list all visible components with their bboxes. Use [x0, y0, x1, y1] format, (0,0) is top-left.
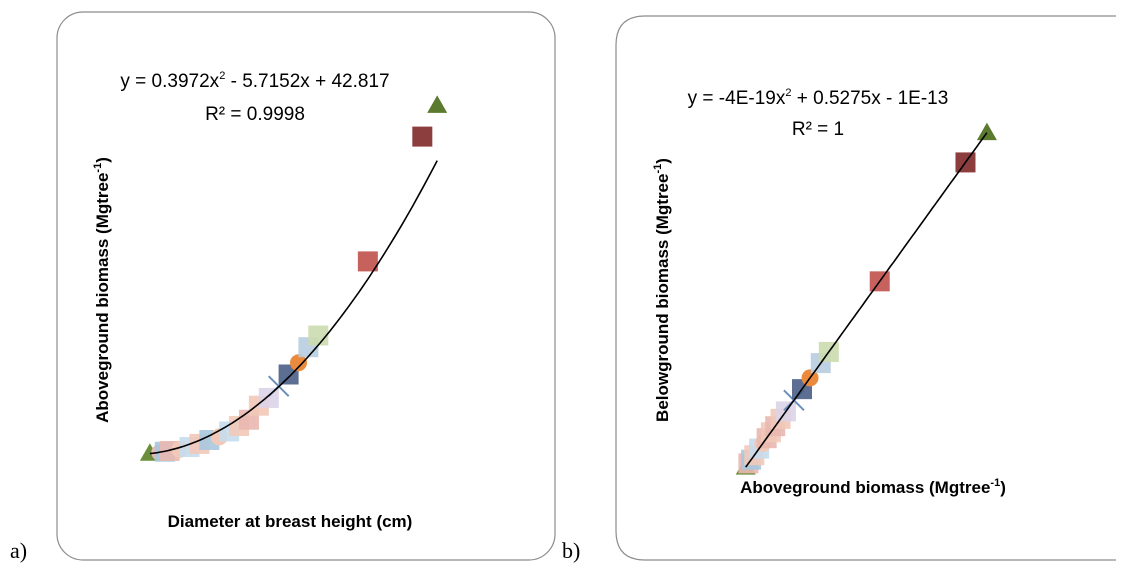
panel-a-equation: y = 0.3972x2 - 5.7152x + 42.817: [120, 70, 389, 92]
panel-b: y = -4E-19x2 + 0.5275x - 1E-13 R² = 1 Ab…: [615, 15, 1116, 561]
panel-a-y-axis-title: Aboveground biomass (Mgtree-1): [92, 157, 112, 423]
panel-a: y = 0.3972x2 - 5.7152x + 42.817 R² = 0.9…: [56, 11, 556, 561]
panel-a-point-19: [308, 325, 329, 346]
panel-a-x-axis-title: Diameter at breast height (cm): [168, 512, 413, 531]
panel-a-trendline: [149, 160, 438, 455]
panel-b-y-axis-title: Belowground biomass (Mgtree-1): [652, 158, 672, 422]
panel-b-x-axis-title: Aboveground biomass (Mgtree-1): [740, 477, 1006, 497]
panel-b-trendline: [745, 132, 988, 468]
panel-b-r-squared: R² = 1: [792, 119, 844, 140]
panel-a-r-squared: R² = 0.9998: [205, 104, 305, 125]
panel-a-point-21: [412, 126, 433, 147]
panel-b-label: b): [562, 538, 580, 563]
panel-a-label: a): [10, 538, 27, 563]
panel-a-point-20: [357, 251, 378, 272]
panel-a-point-22: [427, 95, 448, 113]
panel-a-point-14: [258, 387, 279, 408]
panel-b-point-19: [976, 122, 997, 141]
panel-b-frame: [615, 15, 1116, 561]
panel-a-frame: [56, 11, 556, 561]
panel-b-equation: y = -4E-19x2 + 0.5275x - 1E-13: [688, 87, 949, 109]
panel-a-points: [139, 95, 448, 462]
panel-a-point-17: [290, 354, 307, 372]
